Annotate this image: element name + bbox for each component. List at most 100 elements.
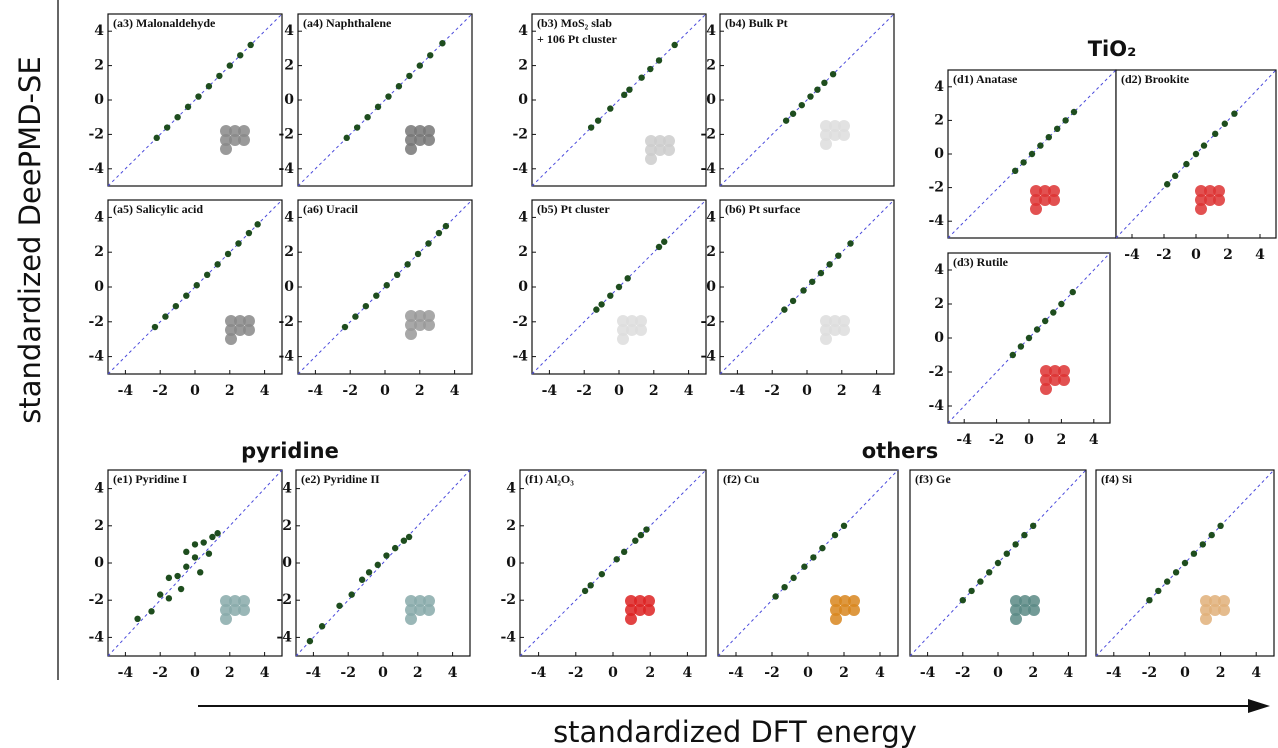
x-axis-label: standardized DFT energy [553,715,917,748]
point [810,554,816,560]
y-tick-label: 0 [94,92,104,108]
panel-title: (e2) Pyridine II [301,472,380,486]
point [225,251,231,257]
structure-inset [838,129,850,141]
x-tick-label: -4 [1106,665,1122,681]
panel-title: (b6) Pt surface [725,202,801,216]
point [214,530,220,536]
point [632,537,638,543]
structure-inset [635,324,647,336]
y-tick-label: 0 [934,330,944,346]
x-tick-label: -4 [728,665,744,681]
x-tick-label: 2 [225,383,235,399]
x-tick-label: 2 [415,383,425,399]
point [801,564,807,570]
x-tick-label: 4 [450,383,460,399]
point [799,102,805,108]
y-tick-label: 0 [94,279,104,295]
x-tick-label: 2 [649,383,659,399]
y-tick-label: 2 [706,244,716,260]
point [1004,551,1010,557]
panel-title: (a6) Uracil [303,202,359,216]
y-tick-label: -2 [88,314,104,330]
point [344,135,350,141]
y-tick-label: 4 [94,481,104,497]
point [1029,151,1035,157]
point [621,549,627,555]
point [214,261,220,267]
x-tick-label: 0 [993,665,1003,681]
y-tick-label: 4 [706,23,716,39]
point [821,80,827,86]
point [197,569,203,575]
structure-inset [830,613,842,625]
x-tick-label: -2 [955,665,971,681]
x-tick-label: 4 [448,665,458,681]
structure-inset [220,143,232,155]
point [818,270,824,276]
y-tick-label: 2 [284,58,294,74]
point [1050,309,1056,315]
point [392,545,398,551]
point [192,554,198,560]
arrow-head [1248,699,1270,713]
y-tick-label: 4 [934,262,944,278]
x-tick-label: 2 [413,665,423,681]
point [1058,301,1064,307]
x-tick-label: -2 [152,665,168,681]
point [790,111,796,117]
x-tick-label: 2 [837,383,847,399]
point [1164,181,1170,187]
y-tick-label: -2 [278,126,294,142]
y-tick-label: -4 [700,161,716,177]
x-tick-label: 4 [1251,665,1261,681]
structure-inset [423,319,435,331]
point [1042,318,1048,324]
structure-inset [405,143,417,155]
y-tick-label: 0 [518,92,528,108]
x-tick-label: 0 [190,665,200,681]
point [436,230,442,236]
x-tick-label: -2 [1142,665,1158,681]
point [443,223,449,229]
panel-title: (a3) Malonaldehyde [113,16,216,30]
point [254,221,260,227]
x-tick-label: 0 [1024,432,1034,448]
panel-title: (d2) Brookite [1121,72,1190,86]
point [342,324,348,330]
y-tick-label: -2 [700,314,716,330]
point [173,303,179,309]
y-tick-label: -2 [928,364,944,380]
structure-inset [1058,374,1070,386]
point [383,552,389,558]
panel-title: (a4) Naphthalene [303,16,392,30]
point [1034,326,1040,332]
y-tick-label: 0 [706,279,716,295]
y-tick-label: -4 [278,349,294,365]
point [216,73,222,79]
point [307,638,313,644]
point [439,40,445,46]
structure-inset [238,604,250,616]
point [588,124,594,130]
x-tick-label: 2 [225,665,235,681]
y-tick-label: 0 [284,279,294,295]
panel-title: (f4) Si [1101,472,1133,486]
y-tick-label: 0 [506,555,516,571]
point [1164,578,1170,584]
point [425,240,431,246]
point [164,124,170,130]
point [1217,523,1223,529]
point [1209,532,1215,538]
point [183,549,189,555]
point [235,240,241,246]
y-tick-label: 4 [506,481,516,497]
y-tick-label: 4 [282,481,292,497]
structure-inset [1040,383,1052,395]
point [336,603,342,609]
point [154,135,160,141]
y-tick-label: 2 [94,518,104,534]
x-tick-label: -4 [542,383,558,399]
point [375,562,381,568]
group-title: pyridine [241,439,339,463]
